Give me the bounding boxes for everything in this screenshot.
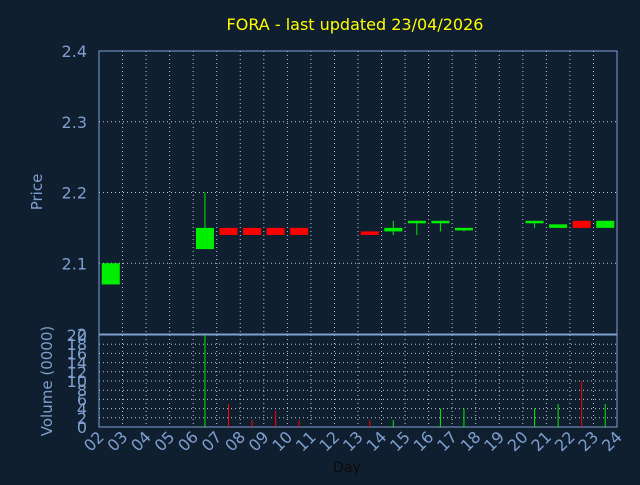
volume-tick-label: 4 — [77, 400, 87, 419]
volume-tick-label: 20 — [67, 326, 87, 345]
volume-tick-label: 16 — [67, 344, 87, 363]
volume-tick-label: 18 — [67, 335, 87, 354]
candle-body — [407, 220, 426, 224]
price-tick-label: 2.2 — [62, 184, 87, 203]
candle-body — [266, 227, 285, 235]
candle-body — [219, 227, 238, 235]
candle-body — [290, 227, 309, 235]
volume-axis-label: Volume (0000) — [38, 326, 56, 436]
volume-tick-label: 6 — [77, 390, 87, 409]
price-tick-label: 2.4 — [62, 42, 87, 61]
day-tick-label: 24 — [598, 427, 626, 455]
candle-body — [525, 220, 544, 224]
candle-body — [195, 227, 214, 250]
candle-body — [101, 263, 120, 285]
volume-tick-label: 0 — [77, 418, 87, 437]
volume-tick-label: 8 — [77, 381, 87, 400]
chart-title: FORA - last updated 23/04/2026 — [227, 15, 484, 34]
candle-body — [572, 220, 591, 228]
volume-panel: 0246810121416182002030405060708091011121… — [67, 326, 626, 455]
candle-body — [384, 227, 403, 232]
price-axis-label: Price — [28, 174, 46, 211]
day-axis-label: Day — [333, 460, 361, 476]
volume-tick-label: 2 — [77, 409, 87, 428]
volume-frame — [98, 334, 618, 428]
price-tick-label: 2 — [77, 325, 87, 344]
price-frame — [98, 50, 618, 335]
price-panel: 2 2.1 2.2 2.3 2.4 — [62, 42, 618, 344]
candle-body — [596, 220, 615, 228]
candle-body — [431, 220, 450, 224]
candle-body — [360, 231, 379, 235]
candle-body — [549, 224, 568, 228]
candle-body — [243, 227, 262, 235]
volume-tick-label: 12 — [67, 363, 87, 382]
volume-tick-label: 14 — [67, 354, 87, 373]
candle-body — [454, 227, 473, 231]
price-tick-label: 2.1 — [62, 254, 87, 273]
price-tick-label: 2.3 — [62, 113, 87, 132]
volume-tick-label: 10 — [67, 372, 87, 391]
